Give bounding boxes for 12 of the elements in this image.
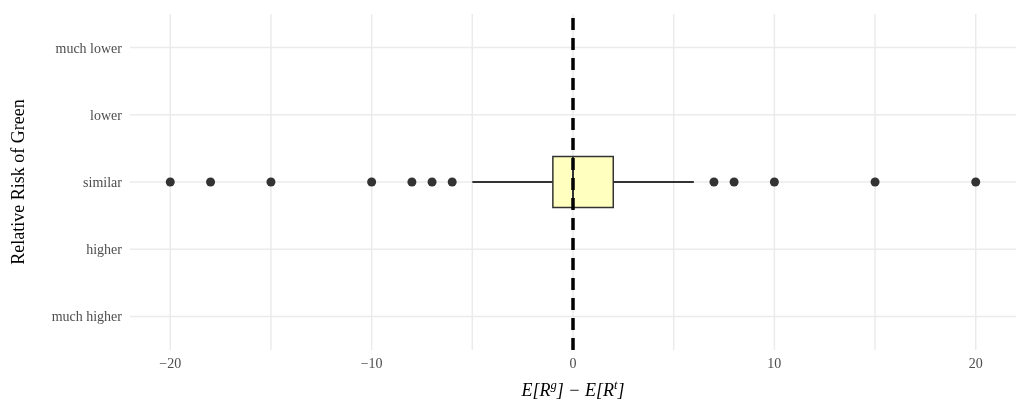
x-tick-label: 20 — [968, 355, 983, 371]
x-tick-label: −10 — [360, 355, 383, 371]
y-tick-label: similar — [83, 174, 123, 190]
y-tick-label: much lower — [55, 40, 123, 56]
x-tick-label: 10 — [767, 355, 782, 371]
y-tick-label: higher — [86, 242, 123, 258]
x-axis-title: E[R$^{g}$] − E[R$^{t}$] — [520, 378, 625, 400]
y-axis-title: Relative Risk of Green — [8, 99, 29, 265]
y-tick-label: lower — [90, 107, 123, 123]
x-tick-label: −20 — [159, 355, 182, 371]
y-tick-label: much higher — [51, 309, 123, 325]
x-tick-label: 0 — [569, 355, 577, 371]
